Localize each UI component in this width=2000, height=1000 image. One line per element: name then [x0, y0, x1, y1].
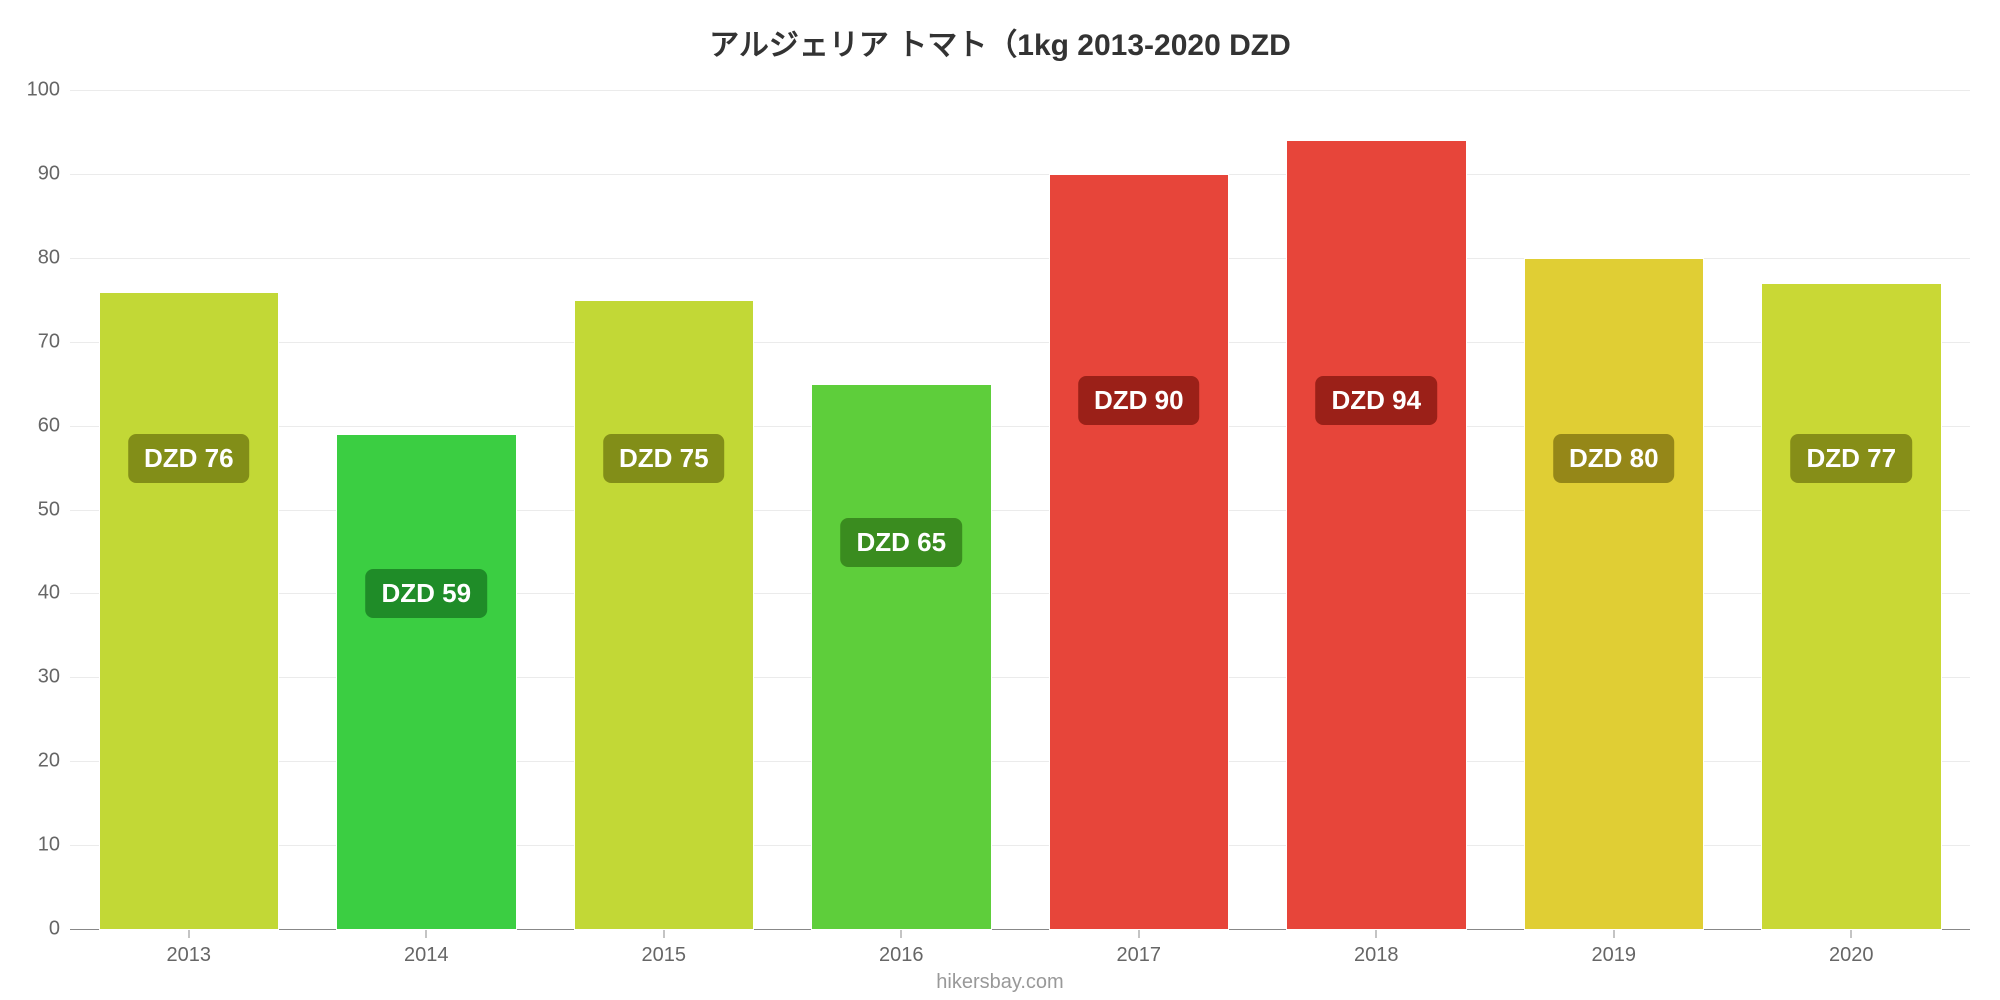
bar — [1524, 258, 1705, 930]
bar-value-label: DZD 75 — [603, 434, 725, 483]
plot-area: 0102030405060708090100 DZD 762013DZD 592… — [70, 90, 1970, 930]
y-tick-label: 10 — [15, 834, 60, 857]
y-tick-label: 70 — [15, 330, 60, 353]
bars-container: DZD 762013DZD 592014DZD 752015DZD 652016… — [70, 90, 1970, 930]
chart-title: アルジェリア トマト（1kg 2013-2020 DZD — [0, 20, 2000, 64]
bar — [1049, 174, 1230, 930]
attribution-text: hikersbay.com — [0, 971, 2000, 994]
bar — [574, 300, 755, 930]
x-axis-label: 2013 — [167, 930, 212, 967]
y-tick-label: 80 — [15, 246, 60, 269]
bar-slot: DZD 772020 — [1733, 90, 1971, 930]
chart-container: アルジェリア トマト（1kg 2013-2020 DZD 0 10 20 30 40 50… — [0, 0, 2000, 1000]
y-tick-label: 60 — [15, 414, 60, 437]
x-axis-label: 2018 — [1354, 930, 1399, 967]
bar-slot: DZD 902017 — [1020, 90, 1258, 930]
bar-value-label: DZD 65 — [840, 518, 962, 567]
bar — [1286, 140, 1467, 930]
y-tick-label: 0 — [15, 918, 60, 941]
x-axis-label: 2017 — [1117, 930, 1162, 967]
x-axis-label: 2015 — [642, 930, 687, 967]
bar-value-label: DZD 94 — [1315, 376, 1437, 425]
bar — [1761, 283, 1942, 930]
y-tick-label: 40 — [15, 582, 60, 605]
bar-value-label: DZD 59 — [365, 569, 487, 618]
bar-value-label: DZD 76 — [128, 434, 250, 483]
bar-value-label: DZD 90 — [1078, 376, 1200, 425]
bar-slot: DZD 752015 — [545, 90, 783, 930]
x-axis-label: 2014 — [404, 930, 449, 967]
bar-slot: DZD 652016 — [783, 90, 1021, 930]
bar-slot: DZD 802019 — [1495, 90, 1733, 930]
bar-slot: DZD 942018 — [1258, 90, 1496, 930]
x-axis-label: 2020 — [1829, 930, 1874, 967]
y-tick-label: 50 — [15, 498, 60, 521]
bar-slot: DZD 762013 — [70, 90, 308, 930]
x-axis-label: 2019 — [1592, 930, 1637, 967]
bar-value-label: DZD 77 — [1790, 434, 1912, 483]
y-tick-label: 20 — [15, 750, 60, 773]
bar-value-label: DZD 80 — [1553, 434, 1675, 483]
bar — [336, 434, 517, 930]
bar — [811, 384, 992, 930]
y-tick-label: 90 — [15, 162, 60, 185]
x-axis-label: 2016 — [879, 930, 924, 967]
y-tick-label: 100 — [15, 79, 60, 102]
bar — [99, 292, 280, 930]
bar-slot: DZD 592014 — [308, 90, 546, 930]
y-tick-label: 30 — [15, 666, 60, 689]
